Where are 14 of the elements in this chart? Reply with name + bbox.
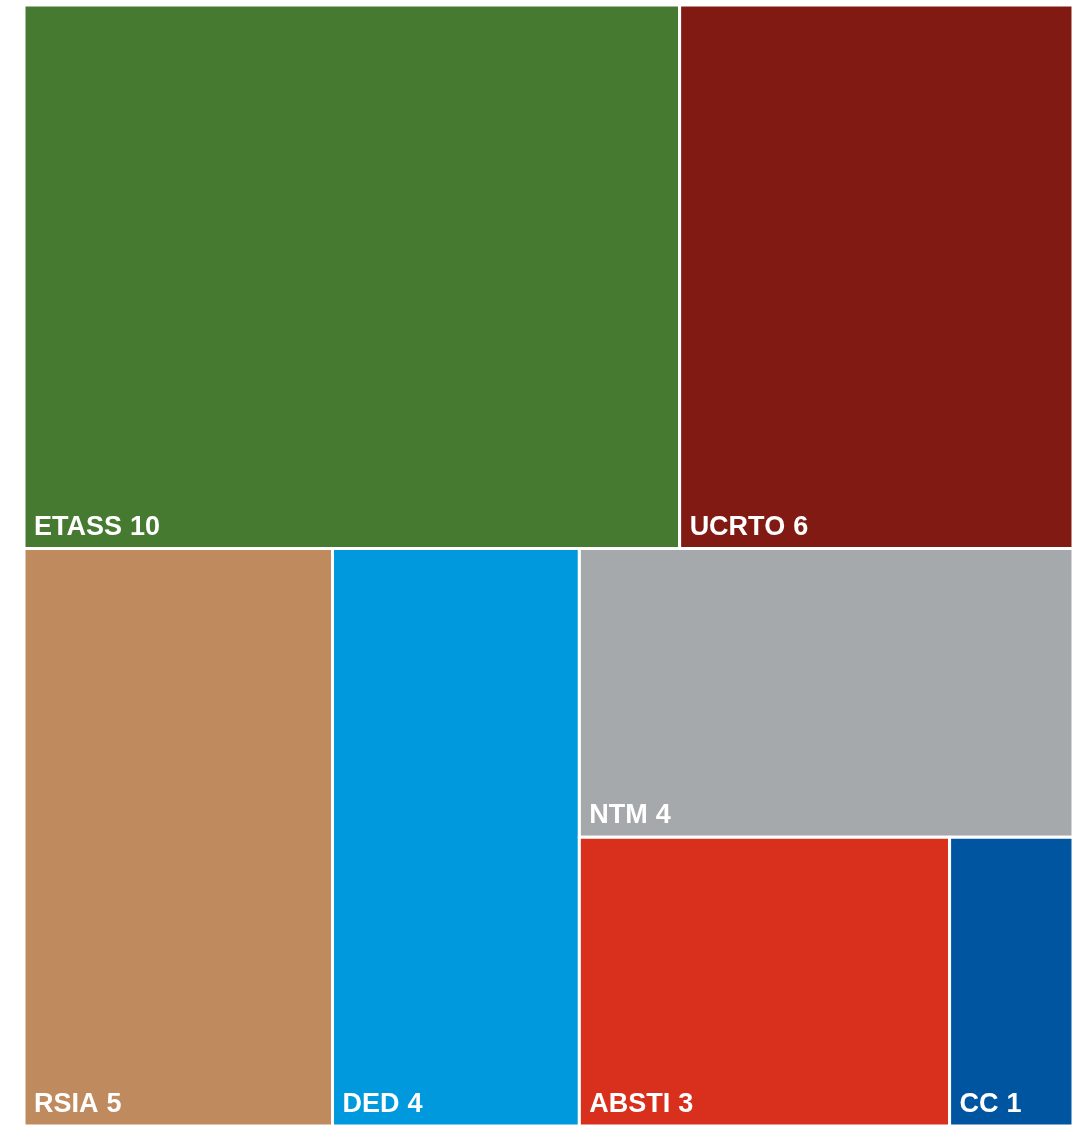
category-label: ETASS: [34, 510, 123, 541]
category-label: CC: [959, 1088, 999, 1118]
category-label: ABSTI: [589, 1088, 671, 1118]
category-label: RSIA: [34, 1088, 99, 1118]
data-label: 10: [130, 510, 161, 541]
data-label: 4: [407, 1088, 423, 1118]
category-label: UCRTO: [689, 510, 786, 541]
category-label: NTM: [589, 799, 648, 830]
data-label: 5: [106, 1088, 122, 1118]
category-label: DED: [342, 1088, 400, 1118]
data-label: 4: [655, 799, 671, 830]
data-label: 3: [678, 1088, 694, 1118]
data-label: 1: [1006, 1088, 1022, 1118]
data-label: 6: [793, 510, 809, 541]
